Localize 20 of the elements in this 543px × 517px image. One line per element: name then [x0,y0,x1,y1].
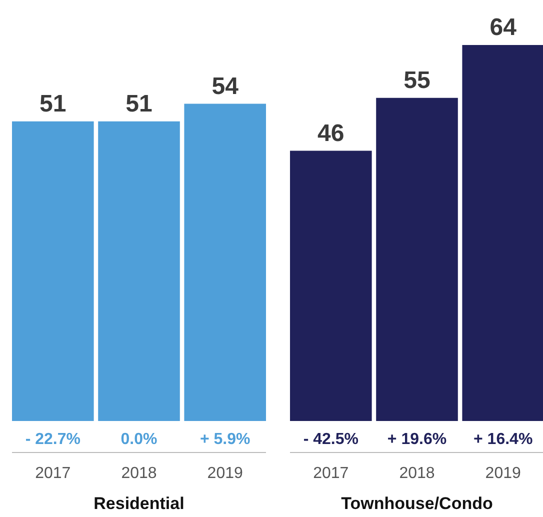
text: + 16.4% [474,431,533,448]
x-axis-title: Residential [94,494,184,513]
data-label: 64 [490,14,518,41]
data-label: 51 [40,90,66,118]
x-axis-title: Townhouse/Condo [341,494,493,513]
text: - 42.5% [303,431,358,448]
x-tick-label: 2019 [207,465,243,482]
x-tick-label: 2019 [485,465,521,482]
data-label: 54 [212,72,240,100]
x-tick-label: 2018 [399,465,435,482]
text: - 22.7% [25,431,80,448]
text: + 5.9% [200,431,250,448]
data-label: 55 [404,66,430,94]
data-label: 46 [318,120,344,147]
x-tick-label: 2018 [121,465,157,482]
text: + 19.6% [387,431,447,448]
text: 0.0% [120,431,158,448]
x-tick-label: 2017 [35,465,71,482]
x-tick-label: 2017 [313,465,349,482]
data-label: 51 [126,90,152,118]
